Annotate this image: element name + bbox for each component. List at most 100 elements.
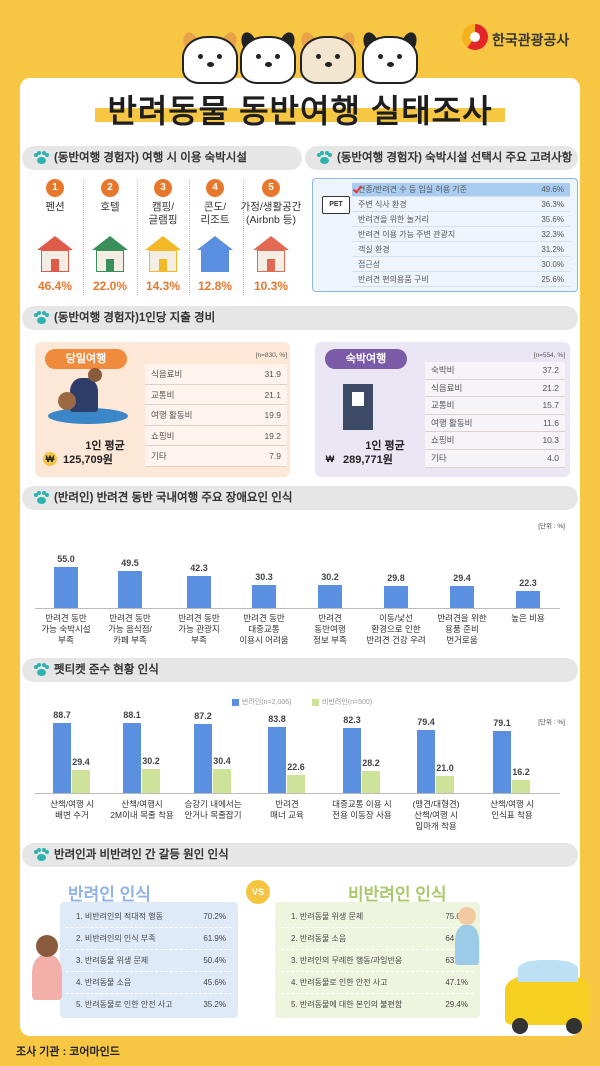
panel-row: 2. 비반려인의 인식 부족 61.9% [66,928,232,950]
section-title: (동반여행 경험자)1인당 지출 경비 [54,312,216,324]
bar [142,769,160,793]
list-box [312,178,578,292]
list-label: 반려견 편의용품 구비 [358,275,429,284]
table-row: 쇼핑비 10.3 [425,432,565,450]
illust-window [518,960,578,982]
list-row: 반려견 편의용품 구비 25.6% [352,273,570,287]
bar [516,591,540,608]
paw-toe [320,151,324,155]
baseline [35,793,560,794]
bar [72,769,90,793]
category-label: 반려견을 위한 용품 준비 번거로움 [437,613,487,646]
paw-toe [34,313,38,317]
row-label: 1. 반려동물 위생 문제 [291,912,364,921]
dog-nose [325,62,332,67]
average-label: 1인 평균 [85,440,125,452]
paw-toe [37,663,41,667]
row-value: 45.6% [203,978,226,987]
bar [54,566,78,608]
illust-wheel [512,1018,528,1034]
panel-row: 1. 비반려인의 적대적 행동 70.2% [66,906,232,928]
bar [436,776,454,793]
category-label: 콘도/ 리조트 [200,201,230,227]
section-title: 펫티켓 준수 현황 인식 [54,664,159,676]
table-value: 7.9 [269,451,281,461]
list-row: 객실 환경 31.2% [352,243,570,257]
rank-badge: 3 [154,179,172,197]
icon-door [267,259,275,272]
illust-mat [48,408,128,424]
table-label: 기타 [151,451,167,461]
value-label: 42.3 [190,563,208,574]
paw-pad [37,157,46,164]
value-label: 79.4 [417,717,435,728]
illust-sign [352,392,364,406]
bar [213,768,231,793]
category-label: 가정/생활공간 (Airbnb 등) [240,201,302,227]
table-label: 교통비 [431,400,455,411]
bar [318,585,342,608]
rank-badge: 5 [262,179,280,197]
separator [189,180,190,295]
dog-eye [198,54,203,59]
legend-label: 비반려인(n=500) [322,699,373,706]
row-label: 3. 반려동물 위생 문제 [76,956,149,965]
bar [450,585,474,608]
average-value: 289,771원 [343,454,393,466]
vs-badge: VS [246,880,270,904]
dog-head [362,36,418,84]
paw-toe [45,493,49,497]
list-row: 주변 식사 환경 36.3% [352,198,570,212]
bar [417,730,435,793]
illust-person2 [455,925,479,965]
list-value: 49.6% [541,185,564,194]
value-label: 22.3 [519,578,537,589]
table-value: 15.7 [542,400,559,411]
section-title: (반려인) 반려견 동반 국내여행 주요 장애요인 인식 [54,492,293,504]
illust-head [88,368,102,382]
row-label: 3. 반려인의 무례한 행동/과잉반응 [291,956,403,965]
panel-row: 5. 반려동물에 대한 본인의 불편함 29.4% [281,994,474,1016]
panel-row: 4. 반려동물 소음 45.6% [66,972,232,994]
dog-eye [378,54,383,59]
category-label: 반려견 동반 대중교통 이용시 어려움 [239,613,289,646]
section-title: (동반여행 경험자) 여행 시 이용 숙박시설 [54,152,247,164]
paw-toe [34,850,38,854]
paw-toe [42,663,46,667]
section-header [22,306,578,330]
bar [287,775,305,793]
table-label: 기타 [431,453,447,463]
category-label: 캠핑/ 글램핑 [148,201,178,227]
pet-icon: PET [322,196,350,214]
value-label: 46.4% [37,279,73,293]
section-header [22,658,578,682]
panel-row: 5. 반려동물로 인한 안전 사고 35.2% [66,994,232,1016]
row-label: 5. 반려동물로 인한 안전 사고 [76,1000,173,1009]
category-label: 펜션 [45,201,65,213]
bar [343,727,361,793]
icon-roof [197,236,233,250]
paw-toe [37,311,41,315]
panel-title: 반려인 인식 [68,885,151,904]
list-label: 접근성 [358,260,381,269]
category-label: 이동/낯선 환경으로 인한 반려견 건강 우려 [366,613,426,646]
illust-dog [58,392,76,410]
unit-label: [단위 : %] [538,523,565,530]
paw-pad [37,497,46,504]
footer: 조사 기관 : 코어마인드 [16,1046,120,1058]
category-label: 산책/여행시 2M이내 목줄 착용 [110,799,174,821]
value-label: 22.6 [287,762,305,773]
average-label: 1인 평균 [365,440,405,452]
dog-head [300,36,356,84]
paw-toe [37,848,41,852]
table-row: 교통비 21.1 [145,384,287,405]
value-label: 16.2 [512,767,530,778]
currency: ₩ [325,454,335,464]
row-value: 47.1% [445,978,468,987]
icon-roof [37,236,73,250]
illust-person-head [36,935,58,957]
row-value: 75.0% [445,912,468,921]
table-row: 기타 4.0 [425,450,565,468]
page-title: 반려동물 동반여행 실태조사 [107,93,493,129]
sample-note: [n=554, %] [533,352,565,359]
